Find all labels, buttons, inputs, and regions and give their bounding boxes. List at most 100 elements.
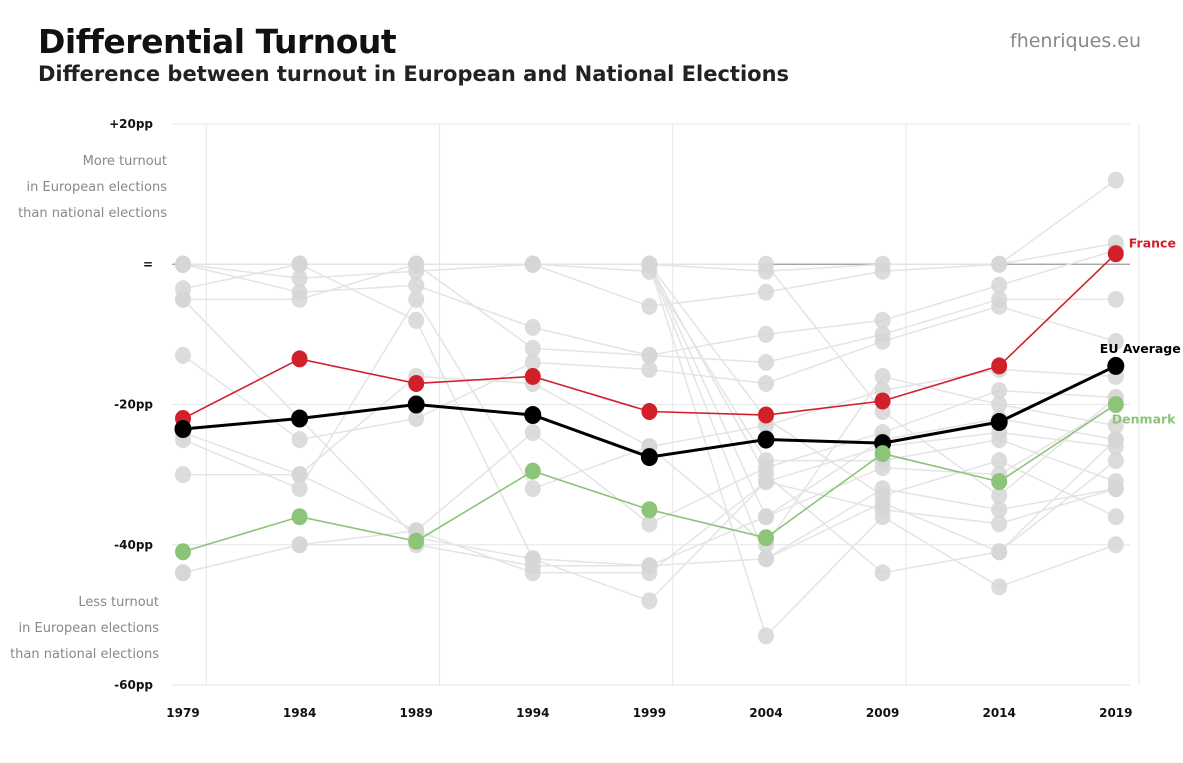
eu-average-point (407, 395, 425, 414)
other-country-point (641, 515, 658, 533)
series-label-layer: France EU Average Denmark (1100, 236, 1181, 427)
other-country-point (991, 501, 1008, 519)
other-country-point (1107, 452, 1124, 470)
y-tick-label: -20pp (114, 398, 153, 412)
other-country-point (874, 367, 891, 385)
other-country-point (291, 290, 308, 308)
other-country-point (874, 255, 891, 273)
other-country-point (175, 290, 191, 308)
denmark-point (524, 462, 541, 480)
other-country-point (408, 276, 425, 294)
eu-average-point (174, 420, 192, 439)
other-country-point (758, 325, 774, 343)
france-label: France (1129, 236, 1176, 251)
other-country-point (408, 311, 425, 329)
highlighted-series-layer (174, 245, 1125, 561)
x-tick-label: 1979 (166, 706, 199, 720)
other-country-point (758, 374, 774, 392)
other-country-point (291, 480, 308, 498)
other-country-point (991, 578, 1008, 596)
denmark-label: Denmark (1112, 412, 1176, 427)
other-country-point (524, 564, 541, 582)
annotation-lower-line-1: Less turnout (78, 595, 159, 610)
denmark-point (991, 473, 1008, 491)
x-tick-label: 2019 (1099, 706, 1132, 720)
other-country-point (291, 536, 308, 554)
other-country-point (758, 255, 774, 273)
other-country-point (1107, 536, 1124, 554)
other-country-point (1107, 508, 1124, 526)
eu-average-point (990, 413, 1008, 432)
other-country-point (991, 452, 1008, 470)
denmark-point (641, 501, 658, 519)
france-point (1107, 245, 1124, 263)
other-country-point (991, 297, 1008, 315)
other-country-point (758, 466, 774, 484)
other-country-point (524, 318, 541, 336)
denmark-point (874, 445, 891, 463)
other-country-point (874, 459, 891, 477)
france-point (874, 392, 891, 410)
france-point (524, 367, 541, 385)
other-country-point (641, 255, 658, 273)
other-country-point (641, 564, 658, 582)
other-country-point (1107, 332, 1124, 350)
france-point (641, 403, 658, 421)
other-country-point (291, 466, 308, 484)
eu-average-point (757, 430, 775, 449)
annotation-upper-line-3: than national elections (18, 206, 167, 221)
denmark-point (175, 543, 191, 561)
x-tick-label: 1994 (516, 706, 549, 720)
chart-title: Differential Turnout (38, 22, 397, 61)
other-country-point (524, 424, 541, 442)
other-country-point (524, 353, 541, 371)
x-tick-label: 1999 (633, 706, 666, 720)
other-country-point (874, 564, 891, 582)
x-tick-label: 2004 (749, 706, 782, 720)
other-country-point (874, 311, 891, 329)
eu-average-point (291, 409, 309, 428)
other-country-point (524, 480, 541, 498)
other-country-point (1107, 171, 1124, 189)
x-tick-label: 2009 (866, 706, 899, 720)
x-tick-label: 2014 (982, 706, 1015, 720)
other-country-point (874, 332, 891, 350)
y-tick-label: +20pp (109, 117, 153, 131)
other-country-point (641, 346, 658, 364)
y-tick-label: -60pp (114, 678, 153, 692)
eu-average-label: EU Average (1100, 341, 1181, 356)
other-country-point (291, 269, 308, 287)
other-country-point (175, 346, 191, 364)
other-country-point (291, 431, 308, 449)
france-point (291, 350, 308, 368)
other-country-point (641, 297, 658, 315)
france-point (758, 406, 774, 424)
france-point (991, 357, 1008, 375)
other-country-point (524, 550, 541, 568)
axis-layer: +20pp = -20pp -40pp -60pp 1979 1984 1989 1994 199… (109, 117, 1132, 720)
chart-subtitle: Difference between turnout in European a… (38, 62, 790, 86)
other-country-point (1107, 431, 1124, 449)
other-country-point (524, 255, 541, 273)
other-country-point (758, 627, 774, 645)
other-country-point (408, 255, 425, 273)
other-country-point (758, 353, 774, 371)
annotation-upper-line-1: More turnout (83, 154, 167, 169)
other-country-point (991, 276, 1008, 294)
other-country-point (175, 255, 191, 273)
france-point (408, 374, 425, 392)
other-country-point (991, 255, 1008, 273)
annotation-lower-line-3: than national elections (10, 647, 159, 662)
other-countries-layer (175, 171, 1124, 645)
other-country-point (991, 487, 1008, 505)
other-country-point (1107, 417, 1124, 435)
other-country-point (874, 508, 891, 526)
annotation-upper-line-2: in European elections (27, 180, 168, 195)
other-country-point (408, 410, 425, 428)
x-tick-label: 1989 (399, 706, 432, 720)
denmark-point (1107, 396, 1124, 413)
other-country-point (991, 381, 1008, 399)
other-country-point (991, 515, 1008, 533)
other-country-point (758, 283, 774, 301)
other-country-point (641, 592, 658, 610)
